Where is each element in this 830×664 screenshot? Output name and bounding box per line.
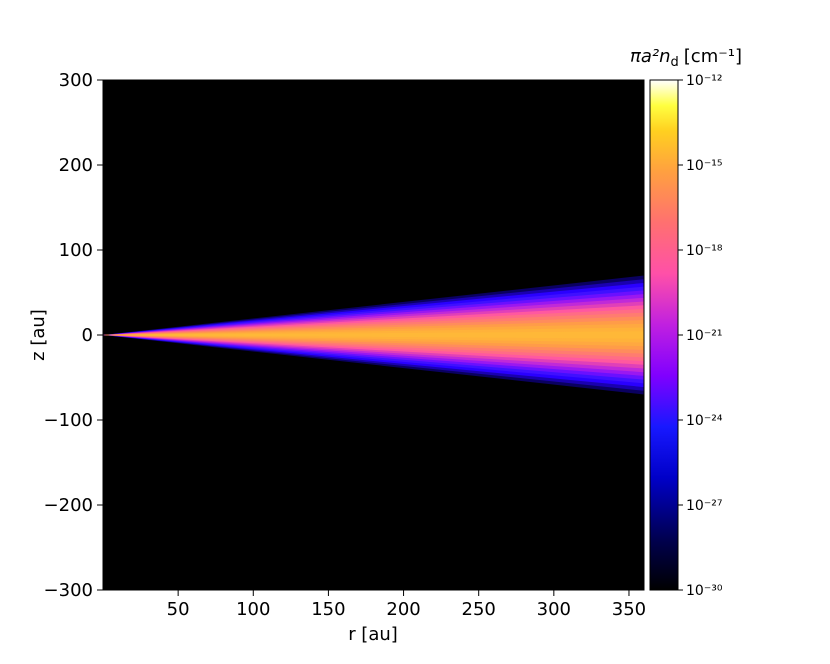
- colorbar-tick-label: 10⁻²⁴: [686, 413, 723, 429]
- colorbar-label: πa²nd [cm⁻¹]: [630, 46, 742, 70]
- y-tick-label: 0: [82, 325, 93, 346]
- x-tick-label: 250: [462, 599, 496, 620]
- colorbar: [649, 79, 679, 591]
- y-axis-ticks: 300 200 100 0 −100 −200 −300: [44, 70, 103, 601]
- y-tick-label: 300: [59, 70, 93, 91]
- x-tick-label: 300: [537, 599, 571, 620]
- disk-layer: [103, 275, 644, 395]
- colorbar-tick-label: 10⁻²⁷: [686, 498, 722, 514]
- colorbar-tick-label: 10⁻¹⁸: [686, 243, 723, 259]
- x-tick-label: 100: [236, 599, 270, 620]
- x-tick-label: 350: [612, 599, 646, 620]
- colorbar-tick-label: 10⁻¹⁵: [686, 158, 722, 174]
- y-tick-label: −300: [44, 580, 93, 601]
- x-axis-label: r [au]: [348, 624, 398, 645]
- x-tick-label: 200: [386, 599, 420, 620]
- colorbar-label-units: [cm⁻¹]: [684, 46, 742, 67]
- colorbar-tick-label: 10⁻¹²: [686, 73, 722, 89]
- x-tick-label: 150: [311, 599, 345, 620]
- colorbar-label-main: πa²n: [630, 46, 671, 67]
- y-tick-label: −100: [44, 410, 93, 431]
- colorbar-label-subscript: d: [671, 55, 679, 70]
- disk-contour-band: [103, 331, 644, 339]
- y-axis-label: z [au]: [28, 309, 49, 361]
- x-tick-label: 50: [167, 599, 190, 620]
- colorbar-tick-label: 10⁻²¹: [686, 328, 722, 344]
- colorbar-ticks: 10⁻¹² 10⁻¹⁵ 10⁻¹⁸ 10⁻²¹ 10⁻²⁴ 10⁻²⁷ 10⁻³⁰: [678, 73, 723, 599]
- y-tick-label: 100: [59, 240, 93, 261]
- y-tick-label: −200: [44, 495, 93, 516]
- x-axis-ticks: 50 100 150 200 250 300 350: [167, 590, 646, 620]
- y-tick-label: 200: [59, 155, 93, 176]
- colorbar-tick-label: 10⁻³⁰: [686, 583, 723, 599]
